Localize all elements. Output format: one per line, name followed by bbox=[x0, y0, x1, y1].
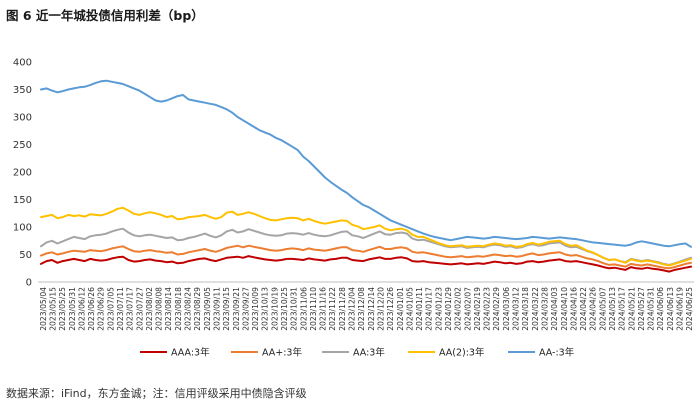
legend-label: AAA:3年 bbox=[171, 347, 210, 359]
x-tick-label: 2024/05/07 bbox=[598, 287, 607, 331]
y-tick-label: 0 bbox=[26, 278, 32, 289]
series-line-3 bbox=[40, 206, 692, 267]
x-tick-label: 2023/05/25 bbox=[58, 287, 67, 331]
legend-label: AA+:3年 bbox=[262, 347, 302, 359]
x-tick-label: 2024/04/03 bbox=[550, 287, 559, 331]
x-tick-label: 2024/03/28 bbox=[540, 287, 549, 331]
x-tick-label: 2023/05/31 bbox=[68, 287, 77, 331]
x-tick-label: 2024/05/27 bbox=[637, 287, 646, 331]
y-tick-label: 200 bbox=[13, 168, 32, 179]
legend-label: AA-:3年 bbox=[539, 347, 575, 359]
x-tick-label: 2023/05/04 bbox=[39, 287, 48, 331]
x-tick-label: 2024/06/06 bbox=[656, 287, 665, 331]
x-tick-label: 2024/01/05 bbox=[405, 287, 414, 331]
x-tick-label: 2023/12/04 bbox=[348, 287, 357, 331]
x-tick-label: 2023/06/12 bbox=[77, 287, 86, 331]
x-tick-label: 2023/12/26 bbox=[386, 287, 395, 331]
x-tick-label: 2023/09/21 bbox=[232, 287, 241, 331]
x-tick-label: 2023/06/26 bbox=[87, 287, 96, 331]
x-tick-label: 2023/11/06 bbox=[299, 287, 308, 331]
x-tick-label: 2024/01/11 bbox=[415, 287, 424, 331]
x-tick-label: 2024/01/29 bbox=[444, 287, 453, 331]
source-note: 数据来源：iFind，东方金诚；注：信用评级采用中债隐含评级 bbox=[6, 387, 307, 400]
x-tick-label: 2023/11/28 bbox=[338, 287, 347, 331]
x-tick-label: 2024/05/31 bbox=[647, 287, 656, 331]
x-tick-label: 2024/04/10 bbox=[560, 287, 569, 331]
x-tick-label: 2024/03/06 bbox=[502, 287, 511, 331]
x-tick-label: 2024/02/19 bbox=[473, 287, 482, 331]
x-tick-label: 2023/09/05 bbox=[203, 287, 212, 331]
series-line-0 bbox=[40, 255, 692, 273]
y-tick-label: 300 bbox=[13, 113, 32, 124]
y-tick-label: 250 bbox=[13, 140, 32, 151]
x-tick-label: 2023/08/02 bbox=[145, 287, 154, 331]
x-tick-label: 2023/08/14 bbox=[164, 287, 173, 331]
y-tick-label: 50 bbox=[19, 250, 32, 261]
x-tick-label: 2024/02/02 bbox=[454, 287, 463, 331]
x-tick-label: 2024/02/29 bbox=[492, 287, 501, 331]
x-tick-label: 2023/12/14 bbox=[367, 287, 376, 331]
x-tick-label: 2023/10/31 bbox=[290, 287, 299, 331]
x-tick-label: 2023/08/08 bbox=[155, 287, 164, 331]
x-tick-label: 2024/03/12 bbox=[512, 287, 521, 331]
x-tick-label: 2024/06/19 bbox=[676, 287, 685, 331]
x-tick-label: 2023/07/05 bbox=[106, 287, 115, 331]
x-tick-label: 2024/01/23 bbox=[434, 287, 443, 331]
series-line-1 bbox=[40, 244, 692, 270]
y-tick-label: 400 bbox=[13, 58, 32, 69]
x-tick-label: 2023/09/15 bbox=[222, 287, 231, 331]
x-tick-label: 2024/03/18 bbox=[521, 287, 530, 331]
legend-label: AA:3年 bbox=[353, 347, 385, 359]
x-tick-label: 2023/08/18 bbox=[174, 287, 183, 331]
x-tick-label: 2023/12/20 bbox=[376, 287, 385, 331]
x-tick-label: 2023/08/24 bbox=[184, 287, 193, 331]
y-tick-label: 150 bbox=[13, 195, 32, 206]
legend-label: AA(2):3年 bbox=[439, 347, 485, 359]
x-tick-label: 2024/04/22 bbox=[579, 287, 588, 331]
x-tick-label: 2023/09/11 bbox=[212, 287, 221, 331]
x-tick-label: 2023/11/16 bbox=[319, 287, 328, 331]
x-tick-label: 2023/10/19 bbox=[270, 287, 279, 331]
x-tick-label: 2023/11/22 bbox=[328, 287, 337, 331]
x-tick-label: 2024/03/22 bbox=[531, 287, 540, 331]
x-tick-label: 2023/09/27 bbox=[241, 287, 250, 331]
x-tick-label: 2023/10/13 bbox=[261, 287, 270, 331]
x-tick-label: 2024/02/07 bbox=[463, 287, 472, 331]
y-tick-label: 350 bbox=[13, 85, 32, 96]
x-tick-label: 2024/01/17 bbox=[425, 287, 434, 331]
x-tick-label: 2024/04/16 bbox=[569, 287, 578, 331]
x-tick-label: 2024/06/25 bbox=[685, 287, 694, 331]
x-tick-label: 2024/04/26 bbox=[589, 287, 598, 331]
x-tick-label: 2024/05/13 bbox=[608, 287, 617, 331]
x-tick-label: 2023/07/27 bbox=[135, 287, 144, 331]
x-tick-label: 2023/11/10 bbox=[309, 287, 318, 331]
y-tick-label: 100 bbox=[13, 223, 32, 234]
x-tick-label: 2023/07/11 bbox=[116, 287, 125, 331]
x-tick-label: 2023/08/29 bbox=[193, 287, 202, 331]
x-tick-label: 2024/02/23 bbox=[483, 287, 492, 331]
x-tick-label: 2024/05/17 bbox=[618, 287, 627, 331]
x-tick-label: 2024/01/01 bbox=[396, 287, 405, 331]
x-tick-label: 2023/10/09 bbox=[251, 287, 260, 331]
x-tick-label: 2024/05/21 bbox=[627, 287, 636, 331]
figure-title: 图 6 近一年城投债信用利差（bp） bbox=[6, 8, 204, 23]
series-line-4 bbox=[40, 79, 692, 248]
x-tick-label: 2023/06/29 bbox=[97, 287, 106, 331]
x-tick-label: 2024/06/13 bbox=[666, 287, 675, 331]
x-tick-label: 2023/05/15 bbox=[48, 287, 57, 331]
x-tick-label: 2023/12/08 bbox=[357, 287, 366, 331]
x-tick-label: 2023/10/25 bbox=[280, 287, 289, 331]
x-tick-label: 2023/07/17 bbox=[126, 287, 135, 331]
